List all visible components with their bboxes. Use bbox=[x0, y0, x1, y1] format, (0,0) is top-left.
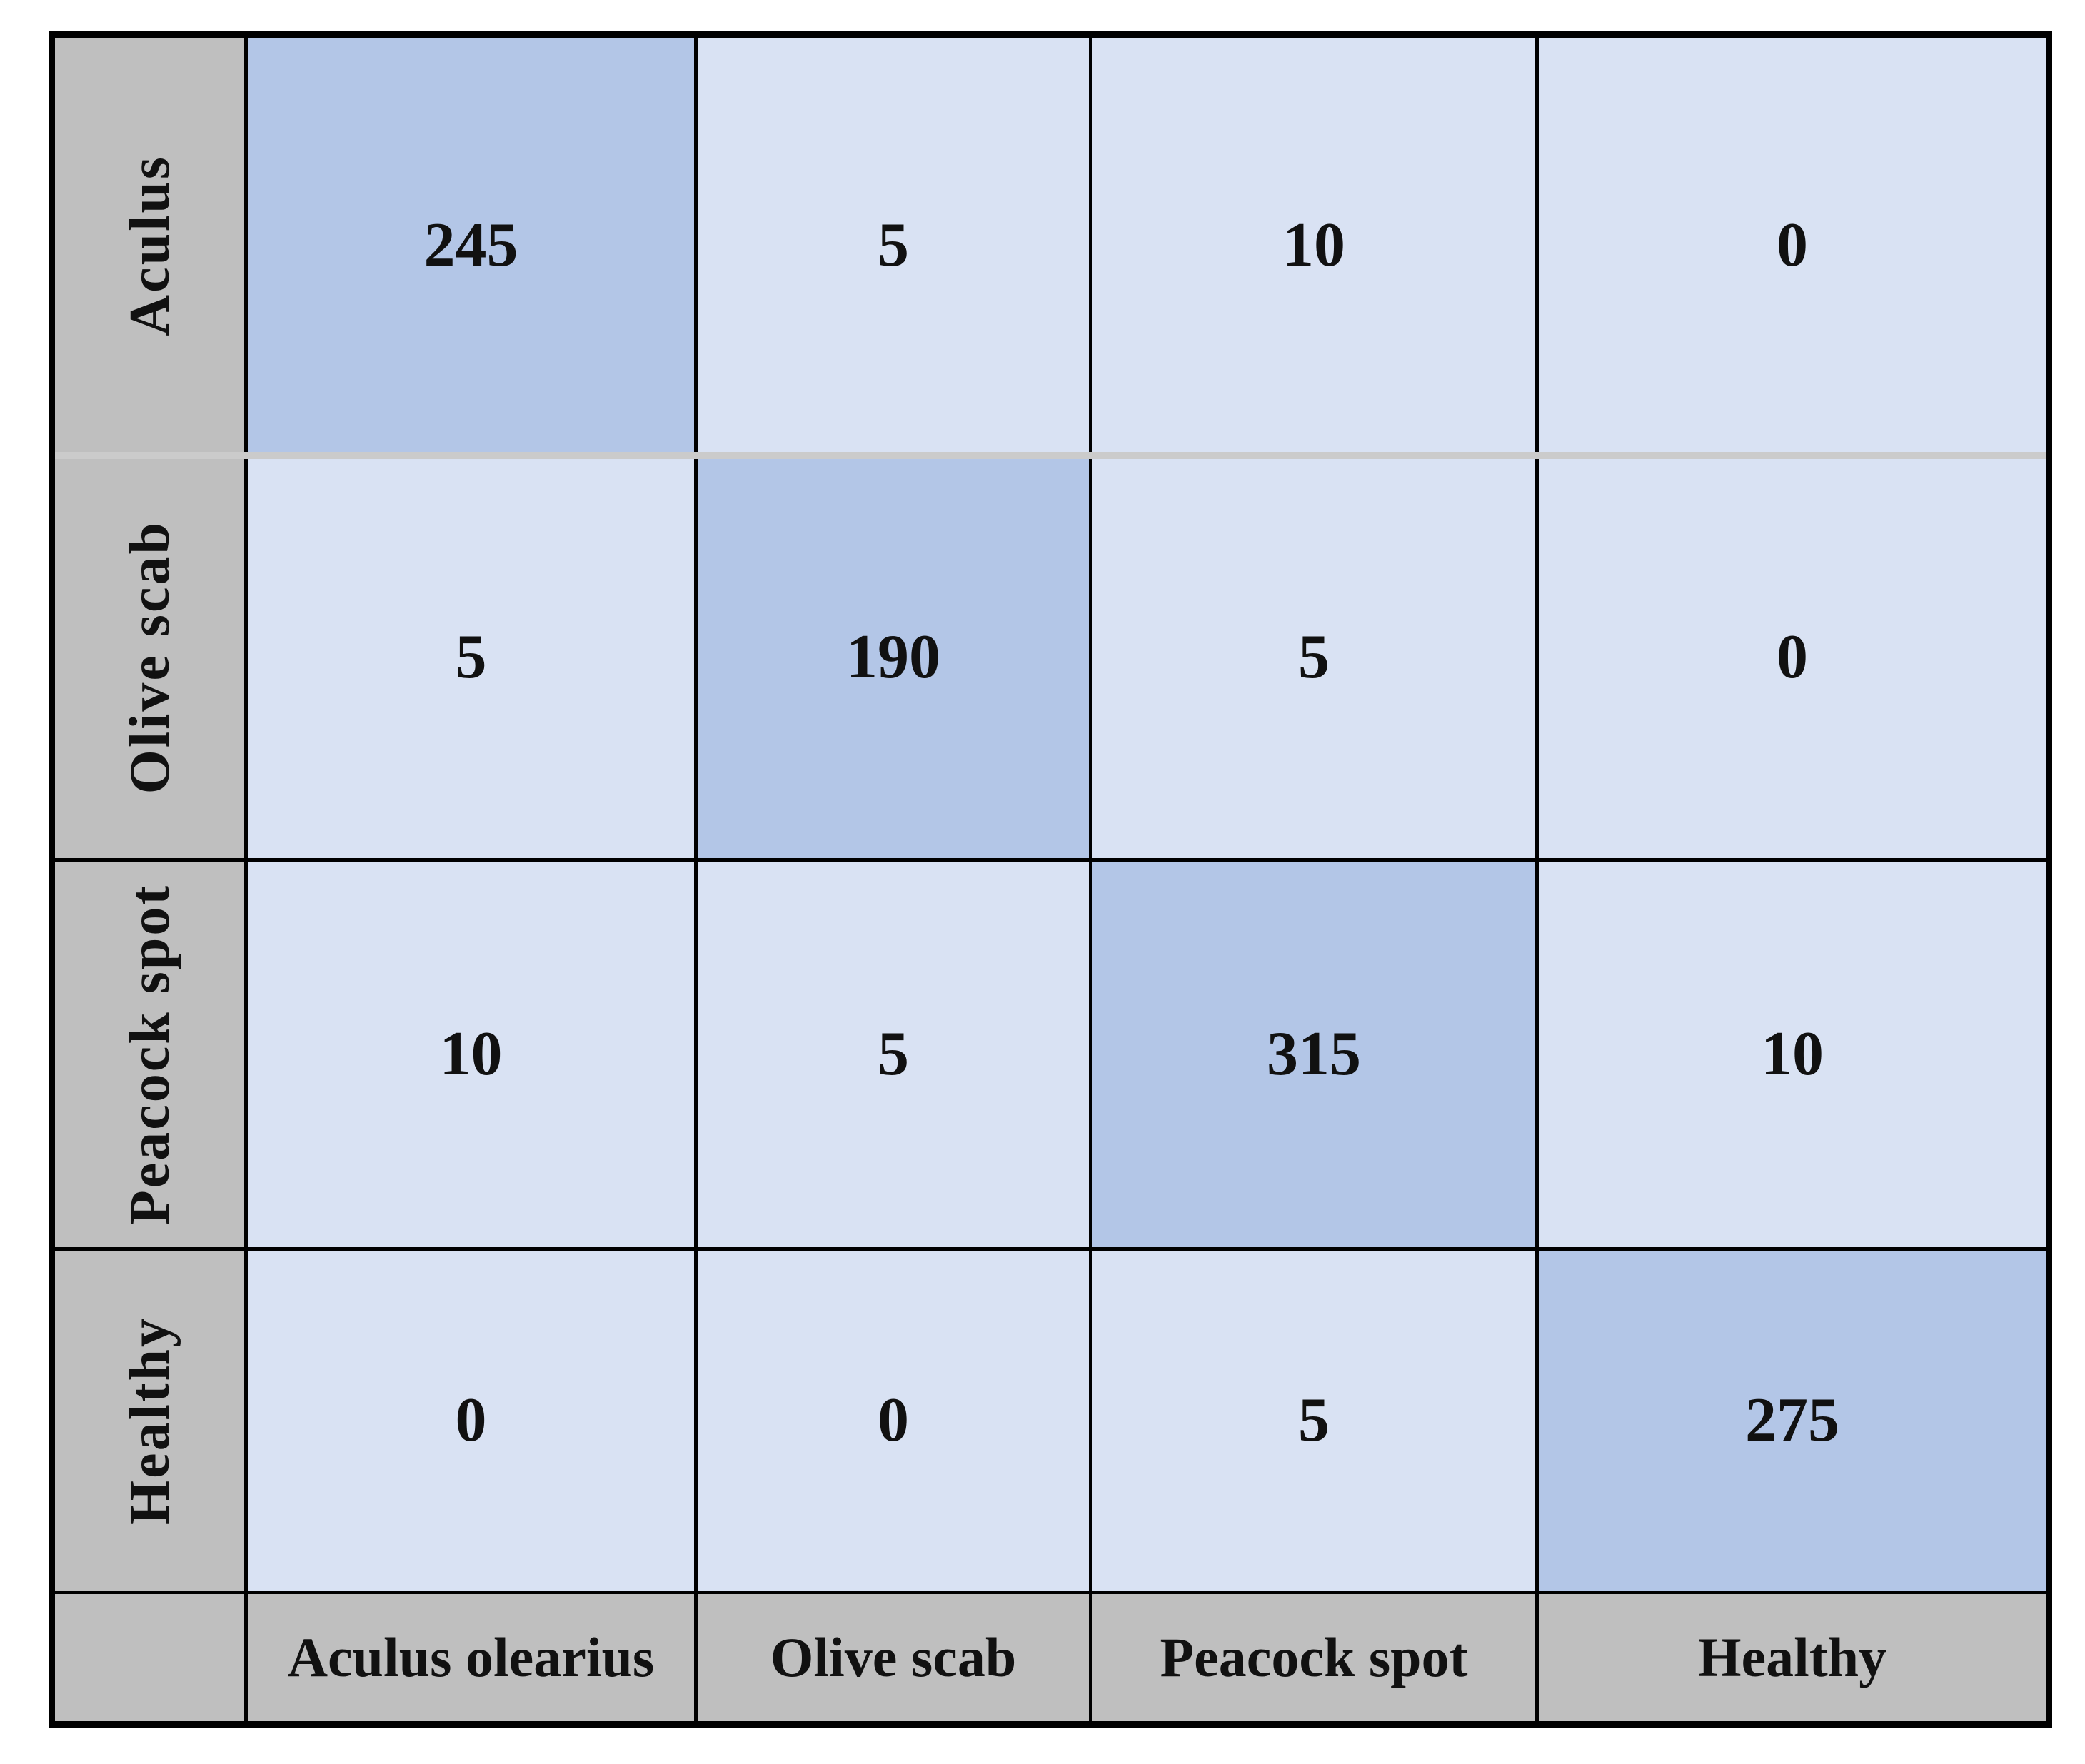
row-label-text: Aculus bbox=[118, 155, 181, 336]
column-header-text: Aculus olearius bbox=[287, 1626, 655, 1688]
matrix-cell: 10 bbox=[248, 862, 694, 1247]
column-header-peacock-spot: Peacock spot bbox=[1092, 1594, 1535, 1721]
matrix-cell: 0 bbox=[698, 1251, 1089, 1591]
cell-value: 315 bbox=[1267, 1019, 1361, 1089]
cell-value: 5 bbox=[878, 1019, 909, 1089]
row-label-text: Healthy bbox=[118, 1316, 181, 1526]
cell-value: 245 bbox=[423, 211, 518, 280]
matrix-cell: 275 bbox=[1539, 1251, 2046, 1591]
cell-value: 10 bbox=[1282, 211, 1345, 280]
matrix-cell: 0 bbox=[248, 1251, 694, 1591]
column-header-text: Healthy bbox=[1697, 1626, 1887, 1688]
cell-value: 5 bbox=[455, 623, 487, 692]
corner-cell bbox=[55, 1594, 244, 1721]
row-label-peacock-spot: Peacock spot bbox=[55, 862, 244, 1247]
matrix-cell: 315 bbox=[1092, 862, 1535, 1247]
cell-value: 0 bbox=[1777, 211, 1808, 280]
cell-value: 5 bbox=[1298, 623, 1330, 692]
matrix-cell: 245 bbox=[248, 38, 694, 453]
cell-value: 0 bbox=[878, 1386, 909, 1455]
cell-value: 10 bbox=[1761, 1019, 1824, 1089]
cell-value: 275 bbox=[1745, 1386, 1839, 1455]
row-label-healthy: Healthy bbox=[55, 1251, 244, 1591]
column-header-healthy: Healthy bbox=[1539, 1594, 2046, 1721]
matrix-cell: 5 bbox=[698, 862, 1089, 1247]
column-header-olive-scab: Olive scab bbox=[698, 1594, 1089, 1721]
column-header-text: Olive scab bbox=[770, 1626, 1017, 1688]
matrix-cell: 5 bbox=[248, 457, 694, 858]
row-label-olive-scab: Olive scab bbox=[55, 457, 244, 858]
matrix-cell: 5 bbox=[698, 38, 1089, 453]
column-header-aculus-olearius: Aculus olearius bbox=[248, 1594, 694, 1721]
column-header-text: Peacock spot bbox=[1160, 1626, 1468, 1688]
row-separator-line bbox=[55, 452, 2046, 459]
cell-value: 10 bbox=[439, 1019, 503, 1089]
matrix-cell: 5 bbox=[1092, 457, 1535, 858]
cell-value: 0 bbox=[455, 1386, 487, 1455]
matrix-cell: 190 bbox=[698, 457, 1089, 858]
matrix-cell: 5 bbox=[1092, 1251, 1535, 1591]
matrix-cell: 10 bbox=[1539, 862, 2046, 1247]
matrix-cell: 0 bbox=[1539, 38, 2046, 453]
matrix-cell: 0 bbox=[1539, 457, 2046, 858]
matrix-cell: 10 bbox=[1092, 38, 1535, 453]
cell-value: 0 bbox=[1777, 623, 1808, 692]
row-label-text: Peacock spot bbox=[118, 883, 181, 1226]
confusion-matrix-table: Aculus 245 5 10 0 Olive scab 5 190 5 0 P… bbox=[49, 31, 2052, 1728]
row-label-text: Olive scab bbox=[118, 520, 181, 795]
cell-value: 5 bbox=[1298, 1386, 1330, 1455]
cell-value: 190 bbox=[846, 623, 940, 692]
cell-value: 5 bbox=[878, 211, 909, 280]
row-label-aculus: Aculus bbox=[55, 38, 244, 453]
